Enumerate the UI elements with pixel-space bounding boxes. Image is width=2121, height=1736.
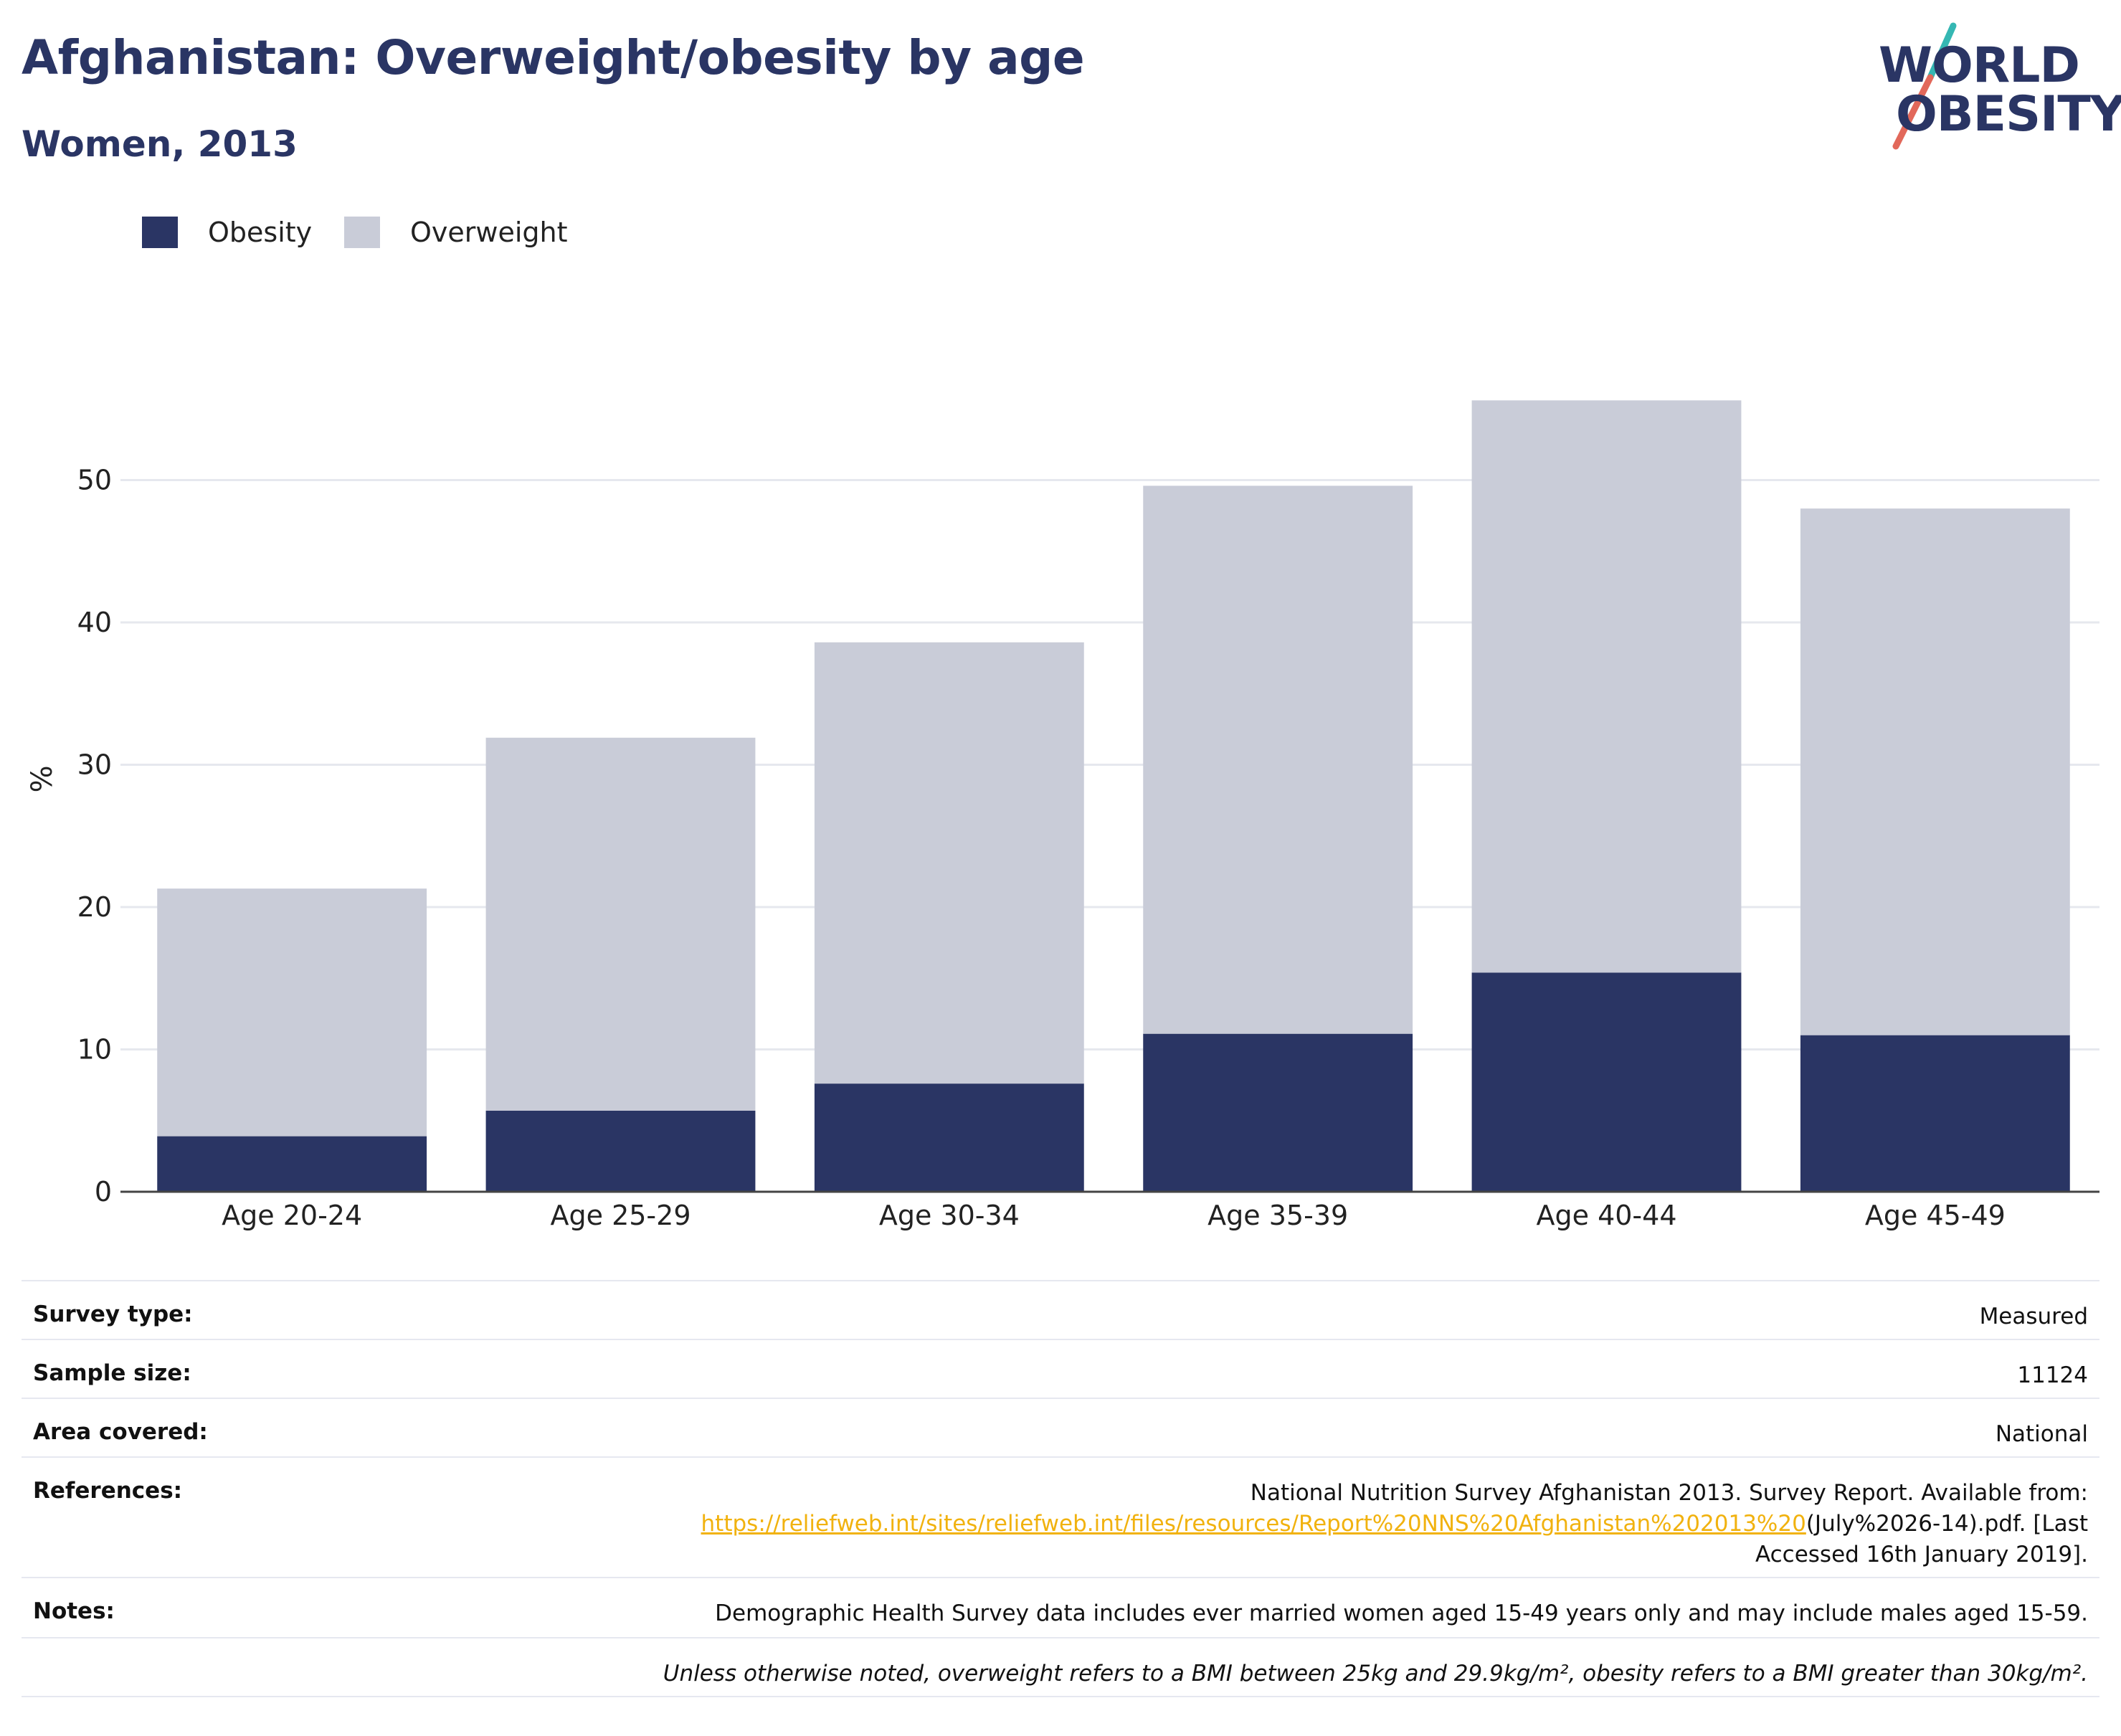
area-covered-value: National [1995, 1421, 2088, 1447]
chart-title: Afghanistan: Overweight/obesity by age [22, 30, 1085, 85]
info-row-footnote: Unless otherwise noted, overweight refer… [22, 1637, 2099, 1697]
legend-swatch-overweight [344, 217, 380, 248]
info-row-references: References: National Nutrition Survey Af… [22, 1456, 2099, 1577]
bar-overweight-age-20-24 [157, 888, 427, 1137]
logo-text-world: WORLD [1879, 37, 2080, 94]
bar-overweight-age-40-44 [1471, 400, 1742, 973]
x-tick-label: Age 30-34 [879, 1200, 1020, 1231]
references-text-after: (July%2026-14).pdf. [Last [1806, 1511, 2088, 1537]
x-tick-label: Age 20-24 [222, 1200, 362, 1231]
logo-slash-icon [1892, 22, 1957, 150]
bar-obesity-age-20-24 [157, 1136, 427, 1192]
sample-size-label: Sample size: [33, 1360, 191, 1386]
sample-size-value: 11124 [2017, 1362, 2088, 1388]
info-row-sample-size: Sample size: 11124 [22, 1339, 2099, 1398]
x-tick-label: Age 40-44 [1537, 1200, 1677, 1231]
x-tick-label: Age 45-49 [1865, 1200, 2006, 1231]
y-tick-label: 20 [77, 891, 112, 923]
bar-obesity-age-25-29 [485, 1110, 756, 1192]
bar-chart: 0 10 20 30 40 50% Age 20-24 Age 25-29 Age 30-34 A… [26, 400, 2099, 1231]
notes-label: Notes: [33, 1598, 115, 1624]
bar-overweight-age-45-49 [1800, 508, 2070, 1035]
y-tick-label: 0 [95, 1176, 112, 1208]
survey-info-table: Survey type: Measured Sample size: 11124… [22, 1280, 2099, 1697]
bar-obesity-age-30-34 [814, 1083, 1084, 1192]
y-tick-label: 10 [77, 1034, 112, 1066]
info-row-notes: Notes: Demographic Health Survey data in… [22, 1577, 2099, 1637]
bar-obesity-age-40-44 [1471, 972, 1742, 1192]
legend-label-overweight: Overweight [410, 217, 568, 248]
world-obesity-logo: WORLD OBESITY [1864, 20, 2121, 156]
legend-swatch-obesity [142, 217, 178, 248]
logo-text-obesity: OBESITY [1896, 86, 2121, 143]
bar-overweight-age-35-39 [1143, 485, 1413, 1034]
x-tick-label: Age 25-29 [551, 1200, 691, 1231]
y-tick-label: 40 [77, 607, 112, 638]
bar-overweight-age-25-29 [485, 737, 756, 1111]
area-covered-label: Area covered: [33, 1419, 208, 1445]
references-link[interactable]: https://reliefweb.int/sites/reliefweb.in… [701, 1511, 1806, 1537]
survey-type-label: Survey type: [33, 1301, 193, 1327]
y-tick-label: 30 [77, 749, 112, 781]
bmi-footnote: Unless otherwise noted, overweight refer… [663, 1661, 2088, 1687]
y-axis-label: % [26, 765, 59, 792]
info-row-area-covered: Area covered: National [22, 1398, 2099, 1456]
references-value: National Nutrition Survey Afghanistan 20… [439, 1478, 2088, 1570]
y-tick-label: 50 [77, 465, 112, 496]
notes-value: Demographic Health Survey data includes … [715, 1600, 2088, 1626]
bar-obesity-age-45-49 [1800, 1035, 2070, 1192]
legend-label-obesity: Obesity [208, 217, 313, 248]
x-tick-label: Age 35-39 [1207, 1200, 1348, 1231]
bar-overweight-age-30-34 [814, 642, 1084, 1084]
info-row-survey-type: Survey type: Measured [22, 1280, 2099, 1339]
references-text-end: Accessed 16th January 2019]. [1755, 1542, 2088, 1567]
references-label: References: [33, 1478, 183, 1504]
survey-type-value: Measured [1979, 1304, 2088, 1329]
chart-subtitle: Women, 2013 [22, 123, 298, 165]
references-text: National Nutrition Survey Afghanistan 20… [1250, 1480, 2088, 1506]
bar-obesity-age-35-39 [1143, 1033, 1413, 1192]
